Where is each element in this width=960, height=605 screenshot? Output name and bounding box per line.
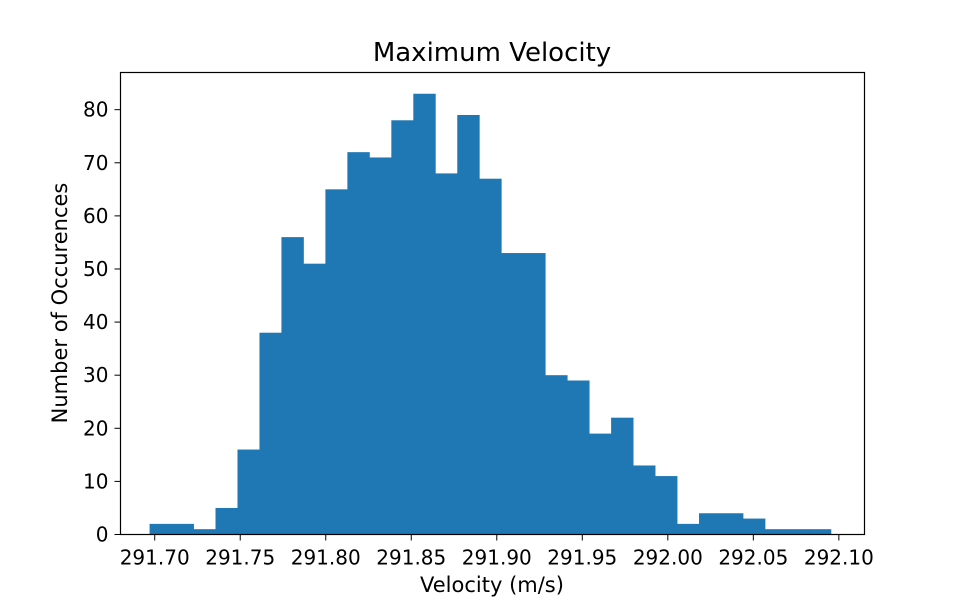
histogram-bar — [391, 120, 414, 535]
histogram-bar — [523, 253, 546, 535]
y-tick-label: 60 — [83, 204, 108, 228]
y-tick-label: 10 — [83, 469, 108, 493]
x-tick-label: 292.10 — [804, 546, 874, 570]
histogram-bar — [457, 114, 480, 535]
histogram-bar — [501, 253, 524, 535]
y-tick-label: 80 — [83, 98, 108, 122]
histogram-bar — [764, 529, 788, 535]
plot-frame — [119, 71, 866, 536]
histogram-bar — [721, 513, 744, 535]
histogram-bar — [215, 507, 238, 535]
x-tick-label: 291.95 — [547, 546, 617, 570]
y-tick-label: 30 — [83, 363, 108, 387]
x-tick-label: 291.70 — [120, 546, 190, 570]
histogram-bar — [193, 529, 216, 535]
histogram-bar — [545, 375, 568, 535]
y-axis-ticks: 0 10 20 30 40 50 60 70 80 — [83, 98, 121, 547]
bars-group — [149, 93, 832, 535]
histogram-bar — [611, 417, 634, 535]
histogram-bar — [237, 449, 260, 535]
y-axis-label: Number of Occurences — [48, 183, 72, 424]
chart-title: Maximum Velocity — [373, 38, 611, 68]
histogram-bar — [479, 178, 502, 535]
histogram-bar — [347, 152, 370, 535]
histogram-bar — [171, 523, 194, 535]
histogram-bar — [589, 433, 612, 535]
x-axis-ticks: 291.70 291.75 291.80 291.85 291.90 291.95 292.… — [120, 534, 874, 570]
x-tick-label: 291.80 — [291, 546, 361, 570]
histogram-bar — [413, 93, 436, 535]
x-tick-label: 292.05 — [718, 546, 788, 570]
histogram-bar — [655, 476, 678, 535]
histogram-bar — [303, 263, 326, 535]
y-tick-label: 20 — [83, 416, 108, 440]
histogram-bar — [567, 380, 590, 535]
histogram-bar — [435, 173, 458, 535]
y-tick-label: 70 — [83, 151, 108, 175]
histogram-bar — [149, 523, 172, 535]
histogram-bar — [742, 518, 766, 535]
histogram-bar — [699, 513, 722, 535]
x-tick-label: 291.75 — [205, 546, 275, 570]
x-tick-label: 291.90 — [462, 546, 532, 570]
x-tick-label: 292.00 — [633, 546, 703, 570]
histogram-bar — [677, 523, 700, 535]
x-tick-label: 291.85 — [376, 546, 446, 570]
histogram-bar — [786, 529, 810, 535]
y-tick-label: 40 — [83, 310, 108, 334]
histogram-bar — [281, 237, 304, 535]
histogram-bar — [325, 189, 348, 535]
histogram-bar — [808, 529, 832, 535]
histogram-bar — [369, 157, 392, 535]
y-tick-label: 0 — [96, 523, 109, 547]
x-axis-label: Velocity (m/s) — [420, 573, 564, 597]
histogram-bar — [259, 332, 282, 535]
y-tick-label: 50 — [83, 257, 108, 281]
histogram-bar — [633, 465, 656, 535]
